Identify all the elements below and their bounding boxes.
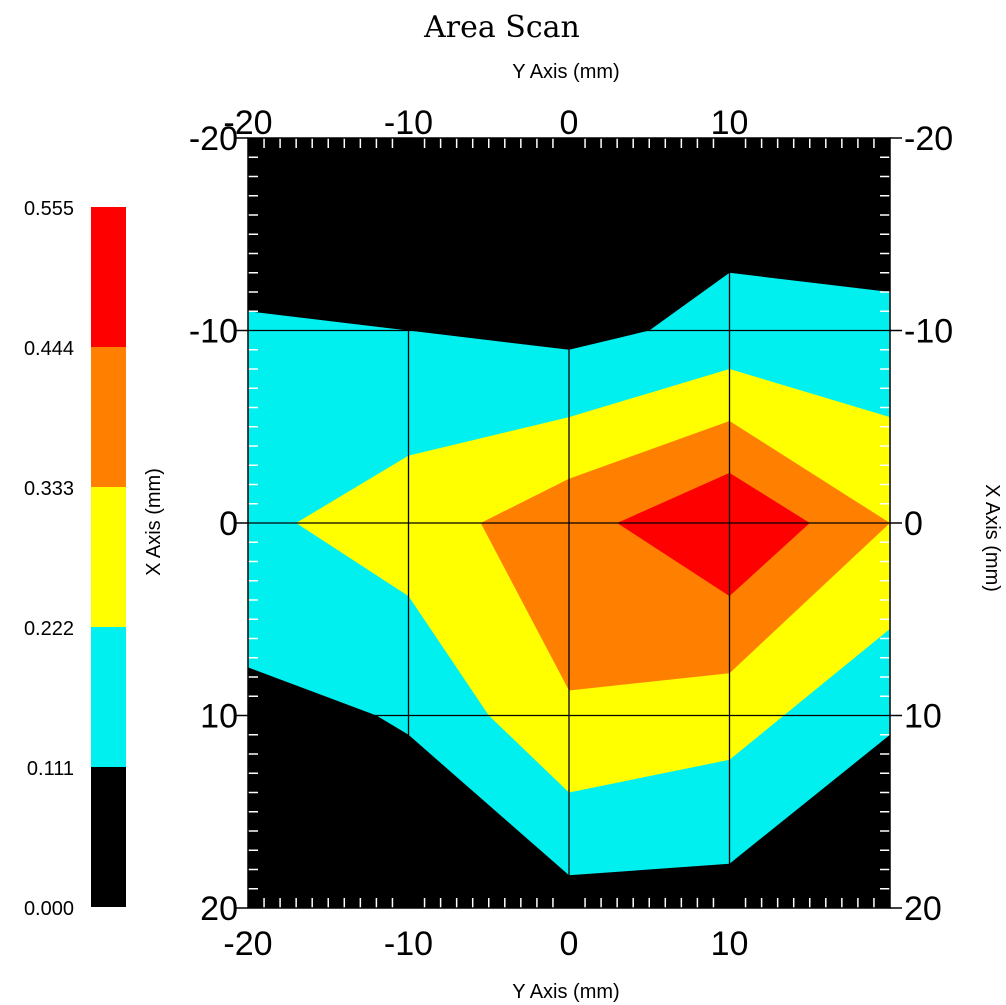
colorbar-segment-2	[91, 487, 126, 627]
x-tick-label-bottom: 0	[560, 925, 579, 963]
y-tick-label-right: -20	[904, 120, 953, 158]
colorbar-segment-0	[91, 767, 126, 907]
colorbar-level-label: 0.222	[24, 618, 74, 640]
x-axis-label-top: Y Axis (mm)	[512, 61, 619, 83]
y-tick-label-right: 20	[904, 890, 942, 928]
y-tick-label-left: 20	[200, 890, 238, 928]
colorbar-level-label: 0.000	[24, 898, 74, 920]
x-tick-label-bottom: -20	[223, 925, 272, 963]
x-tick-label-bottom: -10	[384, 925, 433, 963]
colorbar-level-label: 0.444	[24, 338, 74, 360]
y-tick-label-left: 10	[200, 698, 238, 736]
x-tick-label-bottom: 10	[711, 925, 749, 963]
colorbar-level-label: 0.555	[24, 198, 74, 220]
plot-frame	[247, 137, 891, 909]
y-tick-label-left: 0	[219, 505, 238, 543]
contour-band-4	[617, 472, 810, 597]
y-axis-label-right: X Axis (mm)	[981, 484, 1003, 592]
colorbar-segment-3	[91, 347, 126, 487]
colorbar-segment-4	[91, 207, 126, 347]
x-tick-label-top: 10	[711, 104, 749, 142]
colorbar-level-label: 0.333	[24, 478, 74, 500]
chart-title: Area Scan	[423, 10, 580, 45]
colorbar-segment-1	[91, 627, 126, 767]
y-tick-label-left: -10	[189, 313, 238, 351]
x-tick-label-top: -10	[384, 104, 433, 142]
x-axis-label-bottom: Y Axis (mm)	[512, 981, 619, 1003]
colorbar: 0.000 0.111 0.222 0.333 0.444 0.555	[24, 198, 126, 920]
x-tick-label-top: -20	[223, 104, 272, 142]
y-tick-label-right: 0	[904, 505, 923, 543]
y-tick-label-right: -10	[904, 313, 953, 351]
x-tick-label-top: 0	[560, 104, 579, 142]
y-axis-label-left: X Axis (mm)	[143, 468, 165, 576]
colorbar-level-label: 0.111	[27, 758, 74, 780]
y-tick-label-right: 10	[904, 698, 942, 736]
y-tick-label-left: -20	[189, 120, 238, 158]
